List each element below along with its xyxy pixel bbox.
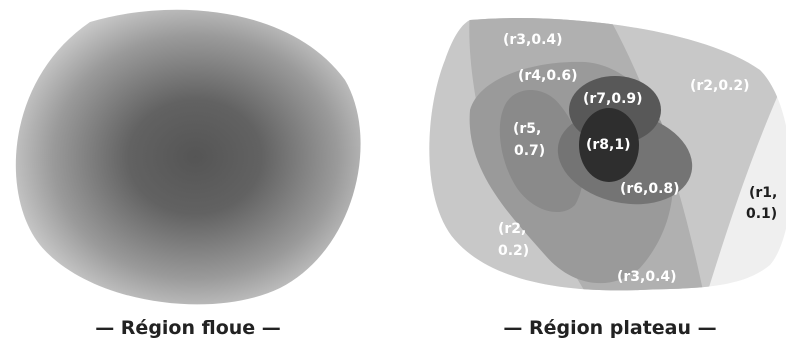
- label-r6: (r6,0.8): [620, 181, 680, 197]
- label-r3-top: (r3,0.4): [503, 32, 563, 48]
- label-r1-line2: 0.1): [746, 206, 777, 222]
- label-r1-line1: (r1,: [749, 185, 777, 201]
- label-r3-bottom: (r3,0.4): [617, 269, 677, 285]
- label-r5-line1: (r5,: [513, 121, 541, 137]
- region-r8: [579, 108, 639, 182]
- label-r5-line2: 0.7): [514, 143, 545, 159]
- fuzzy-region: [15, 9, 361, 305]
- label-r8: (r8,1): [586, 137, 631, 153]
- label-r2-bottom-line1: (r2,: [498, 221, 526, 237]
- label-r2-bottom-line2: 0.2): [498, 243, 529, 259]
- region-r5: [499, 90, 584, 213]
- label-r2-top: (r2,0.2): [690, 78, 750, 94]
- label-r7: (r7,0.9): [583, 91, 643, 107]
- label-r4: (r4,0.6): [518, 68, 578, 84]
- caption-plateau-region: — Région plateau —: [503, 317, 716, 339]
- plateau-region: [429, 18, 786, 291]
- caption-fuzzy-region: — Région floue —: [95, 317, 281, 339]
